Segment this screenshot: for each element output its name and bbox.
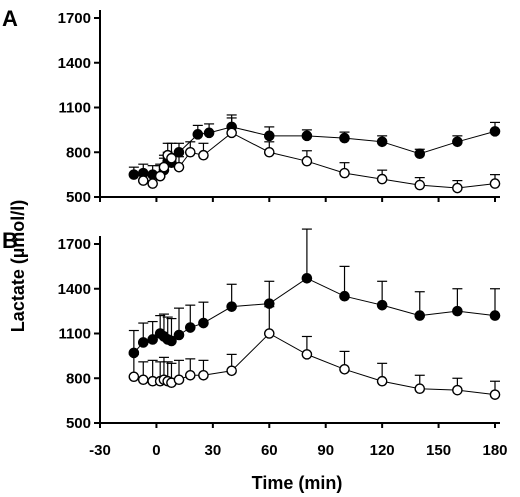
x-tick-label: 0 [152,442,160,459]
y-axis-title: Lactate (µmol/l) [8,200,28,332]
panel-a-filled-series-point [452,136,463,148]
panel-a-filled-series-point [301,130,313,142]
panel-b-open-series-point [376,375,388,387]
panel-b-filled-series-line [133,277,496,354]
panel-a-open-series-point [452,182,463,194]
panel-b-filled-series-point [184,322,196,333]
x-tick-label: 60 [261,442,278,459]
panel-a-y-tick-label: 500 [66,189,91,206]
panel-a-plot: 500 800 1100 1400 1700 [58,10,501,206]
panel-a-filled-series-point [128,169,140,180]
panel-b-open-series-point [263,328,275,339]
panel-b-open-series-point [489,389,501,400]
panel-b-plot: 500 800 1100 1400 1700 [58,228,501,432]
panel-b-open-series-point [128,371,140,383]
panel-b-filled-series-point [147,334,158,345]
x-tick-label: 120 [370,442,395,459]
panel-a-open-series-point [263,146,275,158]
x-tick-label: 30 [205,442,222,459]
x-tick-label: 180 [482,442,507,459]
panel-a-open-series-point [173,161,185,173]
panel-a-open-series-point [198,149,209,161]
panel-a-open-series-point [154,170,166,182]
panel-b-y-tick-label: 800 [66,370,91,387]
panel-b-filled-series-point [489,310,501,321]
panel-b-open-series-point [414,383,426,394]
panel-a-open-series-point [339,167,350,179]
panel-b-open-series-line [133,332,496,396]
panel-a-open-series-point [226,127,237,139]
panel-b-filled-series-point [414,310,426,321]
panel-a-filled-series-point [263,130,275,142]
panel-b-filled-series-point [173,329,185,341]
panel-b-filled-series-point [301,273,313,284]
panel-b-open-series-point [452,384,463,396]
panel-b-filled-series-point [166,335,177,347]
panel-a-y-tick-label: 1100 [58,100,91,117]
panel-b-y-tick-label: 1100 [58,326,91,343]
panel-b-open-series-point [184,369,196,381]
panel-b-y-tick-label: 500 [66,415,91,432]
panel-b-filled-series-point [452,305,463,317]
panel-a-y-tick-label: 1400 [58,55,91,72]
panel-b-label: B [2,228,18,253]
panel-b-filled-series-point [198,317,209,329]
panel-a-open-series-line [143,132,496,189]
panel-b-open-series-point [301,349,313,360]
panel-b-open-series-point [226,365,237,377]
panel-b-open-series-point [339,363,350,375]
x-tick-label: 150 [426,442,451,459]
panel-b-filled-series-point [376,299,388,311]
panel-a-open-series-point [166,152,177,164]
panel-a-open-series-point [301,155,313,167]
panel-a-open-series-point [158,161,170,173]
panel-a-y-tick-label: 800 [66,144,91,161]
panel-a-open-series-point [414,179,426,191]
panel-a-open-series-point [376,173,388,185]
panel-b-open-series-point [173,374,185,386]
panel-a-filled-series-point [376,136,388,148]
panel-a-filled-series-point [339,132,350,144]
panel-b-y-tick-label: 1700 [58,236,91,253]
x-axis: -30 0 30 60 90 120 150 180 [89,442,507,459]
panel-b-filled-series-point [339,290,350,302]
x-tick-label: -30 [89,442,111,459]
panel-b-y-tick-label: 1400 [58,281,91,298]
panel-a-filled-series-point [203,127,215,139]
panel-a-open-series-point [137,175,149,186]
panel-a-open-series-point [489,178,501,189]
panel-a-filled-series-point [414,148,426,160]
panel-b-filled-series-point [226,301,237,312]
panel-b-open-series-point [198,369,209,381]
panel-a-open-series-point [184,146,196,158]
x-axis-title: Time (min) [252,473,343,493]
panel-b-filled-series-point [137,337,149,348]
panel-a-label: A [2,6,18,31]
panel-a-open-series-point [147,178,158,189]
panel-b-open-series-point [137,374,149,386]
panel-a-filled-series-point [192,129,204,140]
panel-a-filled-series-point [489,126,501,137]
x-tick-label: 90 [317,442,334,459]
panel-a-y-tick-label: 1700 [58,10,91,27]
